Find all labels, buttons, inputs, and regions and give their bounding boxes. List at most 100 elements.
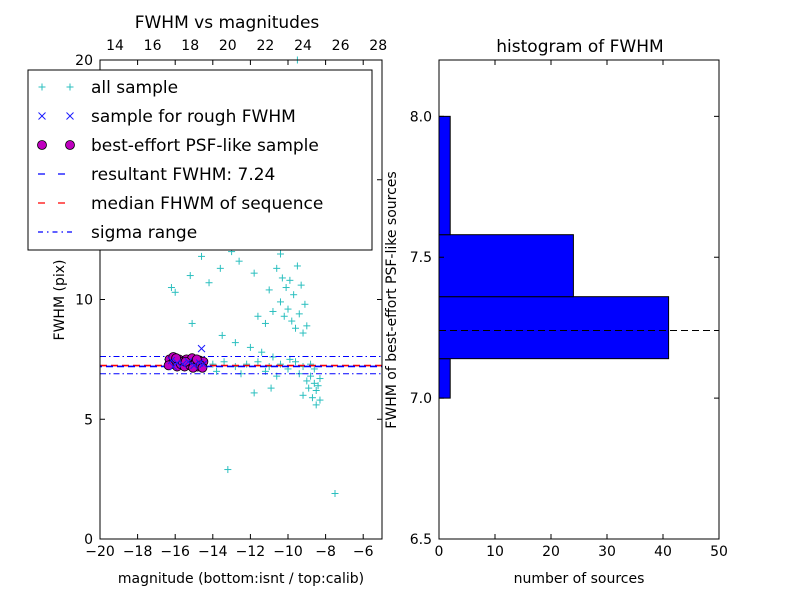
all-sample-point — [265, 286, 273, 294]
y-tick-label: 0 — [84, 532, 93, 548]
all-sample-point — [284, 305, 292, 313]
y-tick-label: 7.0 — [410, 391, 432, 407]
legend-box — [27, 69, 373, 251]
all-sample-point — [273, 264, 281, 272]
all-sample-point — [278, 274, 286, 282]
histogram-bar — [438, 115, 451, 236]
x-tick-label: −12 — [236, 544, 266, 560]
top-tick-label: 18 — [181, 38, 199, 54]
x-tick-label: 40 — [654, 544, 672, 560]
legend-entry: sample for rough FWHM — [38, 107, 296, 127]
top-tick-label: 22 — [256, 38, 274, 54]
all-sample-point — [316, 375, 324, 383]
all-sample-point — [224, 466, 232, 474]
all-sample-point — [218, 331, 226, 339]
all-sample-point — [308, 394, 316, 402]
all-sample-point — [301, 300, 309, 308]
legend-entry: median FHWM of sequence — [38, 194, 323, 214]
x-tick-label: 20 — [542, 544, 560, 560]
x-tick-label: 0 — [435, 544, 444, 560]
x-tick-label: 50 — [710, 544, 728, 560]
all-sample-point — [267, 384, 275, 392]
histogram-plot-frame — [438, 59, 720, 540]
all-sample-point — [231, 339, 239, 347]
all-sample-point — [312, 387, 320, 395]
all-sample-point — [312, 401, 320, 409]
all-sample-point — [290, 291, 298, 299]
rough-sample-point — [184, 357, 193, 366]
all-sample-point — [299, 329, 307, 337]
legend-entry: best-effort PSF-like sample — [37, 136, 319, 156]
all-sample-point — [250, 269, 258, 277]
legend-x-marker — [38, 112, 46, 120]
x-tick-label: −20 — [85, 544, 115, 560]
psf-sample-point — [163, 360, 174, 371]
rough-sample-point — [190, 361, 198, 370]
x-tick-label: −6 — [353, 544, 374, 560]
all-sample-point — [167, 284, 175, 292]
all-sample-point — [276, 298, 284, 306]
x-tick-label: −14 — [198, 544, 228, 560]
all-sample-point — [299, 391, 307, 399]
legend-label: median FHWM of sequence — [91, 194, 323, 214]
all-sample-point — [305, 384, 313, 392]
y-tick-label: 10 — [75, 293, 93, 309]
top-tick-label: 26 — [332, 38, 350, 54]
histogram-title: histogram of FWHM — [496, 37, 663, 57]
all-sample-point — [286, 276, 294, 284]
all-sample-point — [286, 355, 294, 363]
y-tick-label: 6.5 — [410, 532, 432, 548]
all-sample-point — [213, 367, 221, 375]
all-sample-point — [293, 262, 301, 270]
legend-label: best-effort PSF-like sample — [91, 136, 319, 156]
all-sample-point — [243, 360, 251, 368]
legend-entry: resultant FWHM: 7.24 — [38, 165, 275, 185]
legend-entries: all sample sample for rough FWHM best-effo… — [37, 78, 323, 243]
x-tick-label: −10 — [273, 544, 303, 560]
all-sample-point — [246, 343, 254, 351]
top-tick-label: 14 — [106, 38, 124, 54]
legend-entry: all sample — [38, 78, 178, 98]
all-sample-point — [288, 317, 296, 325]
rough-sample-point — [199, 360, 208, 369]
all-sample-point — [258, 348, 266, 356]
legend-label: sample for rough FWHM — [91, 107, 296, 127]
histogram-bar — [438, 296, 670, 360]
all-sample-point — [250, 389, 258, 397]
top-tick-label: 24 — [294, 38, 312, 54]
legend-label: sigma range — [91, 223, 197, 243]
legend-entry: sigma range — [38, 223, 197, 243]
all-sample-point — [216, 264, 224, 272]
scatter-title: FWHM vs magnitudes — [135, 13, 320, 33]
all-sample-point — [205, 279, 213, 287]
all-sample-point — [316, 396, 324, 404]
all-sample-point — [276, 250, 284, 258]
all-sample-point — [235, 257, 243, 265]
x-tick-label: 30 — [598, 544, 616, 560]
all-sample-point — [295, 310, 303, 318]
rough-sample-point — [178, 360, 187, 369]
histogram-bar — [438, 234, 574, 298]
all-sample-point — [331, 489, 339, 497]
rough-sample-point — [167, 356, 176, 365]
all-sample-point — [292, 324, 300, 332]
all-sample-point — [171, 288, 179, 296]
x-tick-label: −18 — [123, 544, 153, 560]
all-sample-point — [314, 382, 322, 390]
histogram-ylabel: FWHM of best-effort PSF-like sources — [384, 171, 400, 428]
all-sample-point — [282, 284, 290, 292]
all-sample-point — [254, 358, 262, 366]
legend-circle-marker — [37, 140, 47, 150]
all-sample-point — [303, 377, 311, 385]
y-tick-label: 7.5 — [410, 250, 432, 266]
legend-circle-marker — [65, 140, 75, 150]
all-sample-point — [297, 281, 305, 289]
histogram-panel: histogram of FWHM 0 10 20 30 40 50 6.5 7.0 7.5 8.… — [384, 37, 728, 587]
histogram-bar — [438, 358, 451, 399]
x-tick-label: 10 — [486, 544, 504, 560]
x-tick-label: −16 — [160, 544, 190, 560]
all-sample-point — [307, 372, 315, 380]
scatter-legend: all sample sample for rough FWHM best-effo… — [27, 69, 373, 251]
all-sample-point — [188, 319, 196, 327]
